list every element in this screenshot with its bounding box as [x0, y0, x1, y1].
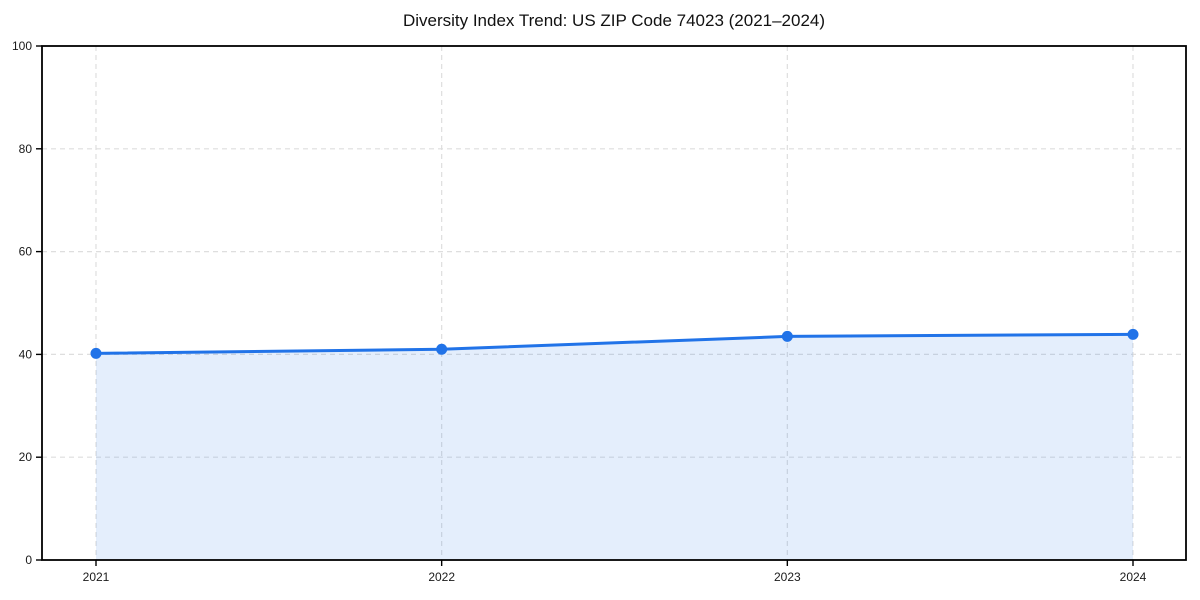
- x-tick-label-2023: 2023: [774, 570, 801, 584]
- axis-frame: [41, 45, 1187, 561]
- data-point-2023: [781, 330, 793, 342]
- data-point-2022: [436, 343, 448, 355]
- x-tick-label-2024: 2024: [1120, 570, 1147, 584]
- x-tick-label-2022: 2022: [428, 570, 455, 584]
- data-point-2024: [1127, 328, 1139, 340]
- y-tick-label-80: 80: [19, 142, 33, 156]
- chart-title: Diversity Index Trend: US ZIP Code 74023…: [402, 11, 826, 30]
- x-tick-label-2021: 2021: [83, 570, 110, 584]
- y-tick-label-0: 0: [25, 553, 32, 567]
- y-tick-label-20: 20: [19, 450, 33, 464]
- y-tick-label-40: 40: [19, 347, 33, 361]
- y-tick-label-60: 60: [19, 245, 33, 259]
- data-point-2021: [90, 347, 102, 359]
- area-fill: [96, 334, 1133, 560]
- trend-line: [94, 332, 1135, 355]
- y-tick-label-100: 100: [12, 39, 32, 53]
